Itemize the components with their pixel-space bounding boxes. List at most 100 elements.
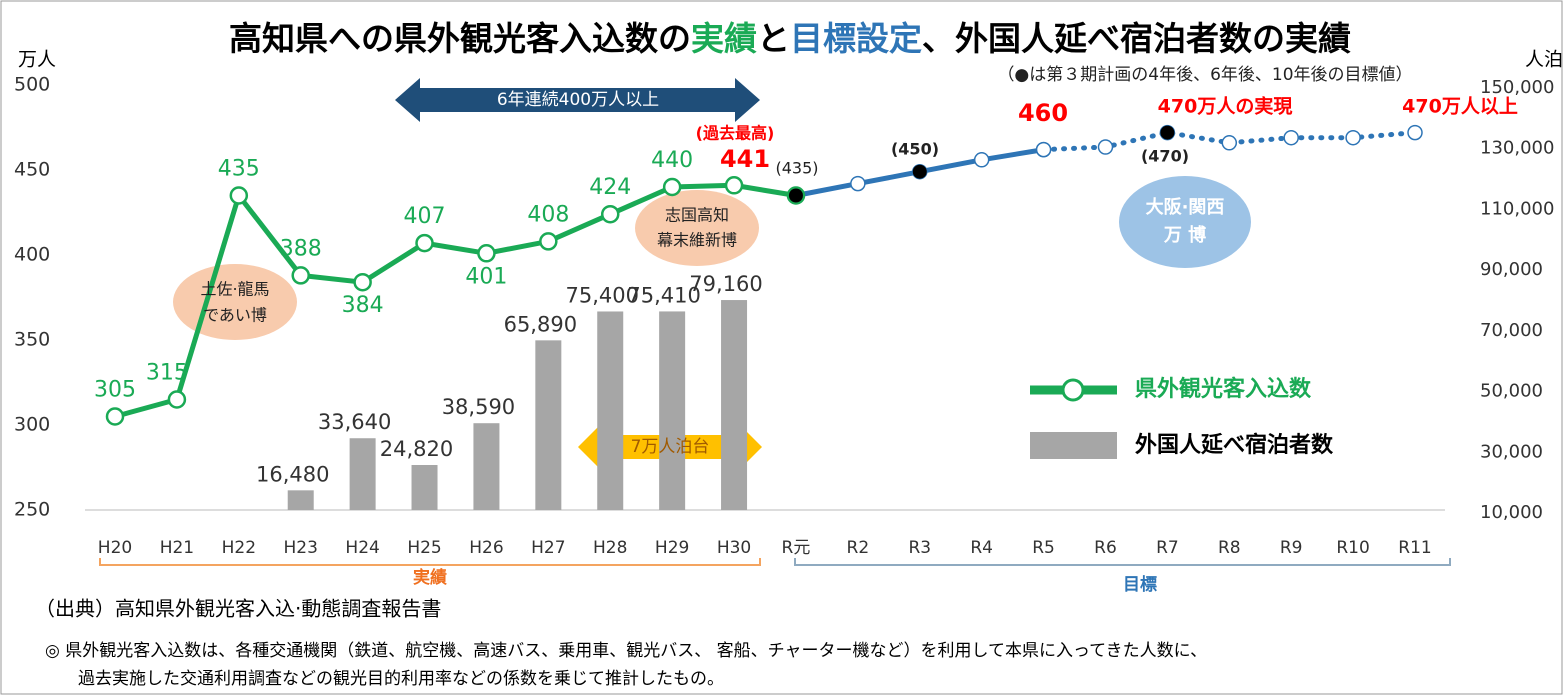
x-tick-label: H21 — [160, 538, 194, 558]
y2-tick-label: 50,000 — [1480, 381, 1543, 402]
annotation: 志国高知 — [665, 206, 729, 225]
marker — [600, 204, 620, 224]
data-label: 408 — [527, 202, 569, 227]
x-tick-label: R8 — [1218, 538, 1241, 558]
note: ◎ 県外観光客入込数は、各種交通機関（鉄道、航空機、高速バス、乗用車、観光バス、… — [45, 641, 1207, 661]
title-part: 目標設定 — [790, 19, 922, 58]
title-part: 実績 — [691, 19, 757, 58]
marker — [167, 390, 187, 409]
bar — [349, 438, 376, 510]
annotation: 土佐·龍馬 — [200, 280, 269, 299]
marker — [1097, 139, 1114, 155]
marker — [1407, 124, 1423, 141]
x-tick-label: H24 — [345, 538, 379, 558]
data-label: 440 — [651, 148, 693, 173]
bracket — [794, 558, 1451, 566]
y-axis-label: 万人 — [18, 49, 56, 71]
bar-label: 75,410 — [627, 283, 700, 307]
marker — [973, 152, 990, 168]
marker — [724, 176, 744, 195]
y-tick-label: 450 — [14, 159, 50, 181]
marker — [229, 186, 249, 205]
annotation: 万 博 — [1163, 224, 1206, 246]
x-tick-label: R4 — [970, 538, 993, 558]
x-tick-label: R9 — [1280, 538, 1303, 558]
data-label: 384 — [342, 293, 384, 318]
marker — [477, 244, 496, 263]
y2-tick-label: 90,000 — [1480, 259, 1543, 280]
bar-label: 38,590 — [442, 395, 515, 419]
x-tick-label: H22 — [222, 538, 256, 558]
bar-label: 16,480 — [256, 462, 329, 486]
marker — [1035, 141, 1052, 158]
title-part: 、外国人延べ宿泊者数の実績 — [922, 19, 1351, 58]
y2-tick-label: 110,000 — [1480, 198, 1554, 219]
bracket — [99, 558, 761, 566]
note: 過去実施した交通利用調査などの観光目的利用率などの係数を乗じて推計したもの。 — [78, 669, 724, 689]
x-tick-label: H23 — [284, 538, 318, 558]
y2-tick-label: 70,000 — [1480, 320, 1543, 341]
data-label: 435 — [218, 157, 260, 182]
y2-tick-label: 10,000 — [1480, 502, 1543, 523]
legend-label: 県外観光客入込数 — [1135, 376, 1312, 402]
x-tick-label: H30 — [717, 538, 751, 558]
legend-swatch — [1061, 378, 1085, 402]
marker — [1345, 129, 1361, 146]
x-tick-label: R10 — [1336, 538, 1369, 558]
marker — [1221, 135, 1238, 151]
data-label: 388 — [280, 236, 322, 261]
bar — [535, 340, 562, 510]
target-point — [1160, 125, 1175, 140]
bar — [721, 300, 748, 510]
marker — [662, 177, 682, 197]
event-bubble — [1119, 176, 1251, 268]
event-bubble — [173, 264, 297, 340]
y2-axis-label: 人泊 — [1525, 49, 1563, 71]
x-tick-label: R5 — [1032, 538, 1055, 558]
marker — [105, 407, 125, 426]
annotation: 441 — [720, 145, 770, 173]
y2-tick-label: 30,000 — [1480, 441, 1543, 462]
x-tick-label: R6 — [1094, 538, 1117, 558]
x-tick-label: H20 — [98, 538, 132, 558]
annotation: 460 — [1018, 99, 1068, 127]
y2-tick-label: 150,000 — [1480, 77, 1554, 98]
target-point — [788, 188, 803, 203]
x-tick-label: H27 — [531, 538, 565, 558]
bar-label: 33,640 — [318, 410, 391, 434]
data-label: 424 — [589, 175, 631, 200]
target-point — [912, 164, 927, 179]
x-tick-label: H29 — [655, 538, 689, 558]
x-tick-label: H28 — [593, 538, 627, 558]
annotation: 7万人泊台 — [631, 437, 710, 457]
y-tick-label: 250 — [14, 499, 50, 521]
x-tick-label: R7 — [1156, 538, 1179, 558]
bar — [659, 311, 686, 510]
event-bubble — [635, 190, 759, 266]
bar — [597, 311, 624, 510]
y-tick-label: 500 — [14, 74, 50, 96]
annotation: 470万人以上 — [1402, 96, 1518, 118]
bar — [473, 423, 500, 510]
annotation: 6年連続400万人以上 — [497, 90, 659, 110]
annotation: (435) — [775, 159, 818, 178]
x-tick-label: R11 — [1398, 538, 1431, 558]
y-tick-label: 350 — [14, 329, 50, 351]
marker — [291, 266, 310, 285]
annotation: 目標 — [1123, 574, 1157, 595]
marker — [539, 232, 558, 251]
bar — [287, 490, 314, 510]
chart-title: 高知県への県外観光客入込数の実績と目標設定、外国人延べ宿泊者数の実績 — [229, 19, 1351, 58]
annotation: であい博 — [203, 306, 267, 325]
x-tick-label: R2 — [847, 538, 870, 558]
bar-label: 24,820 — [380, 437, 453, 461]
x-tick-label: H25 — [407, 538, 441, 558]
title-part: 高知県への県外観光客入込数の — [229, 19, 691, 58]
data-label: 401 — [465, 264, 507, 289]
annotation: （●は第３期計画の4年後、6年後、10年後の目標値） — [997, 65, 1412, 85]
bar — [411, 465, 438, 510]
data-label: 305 — [94, 378, 136, 403]
arrow — [395, 78, 760, 122]
